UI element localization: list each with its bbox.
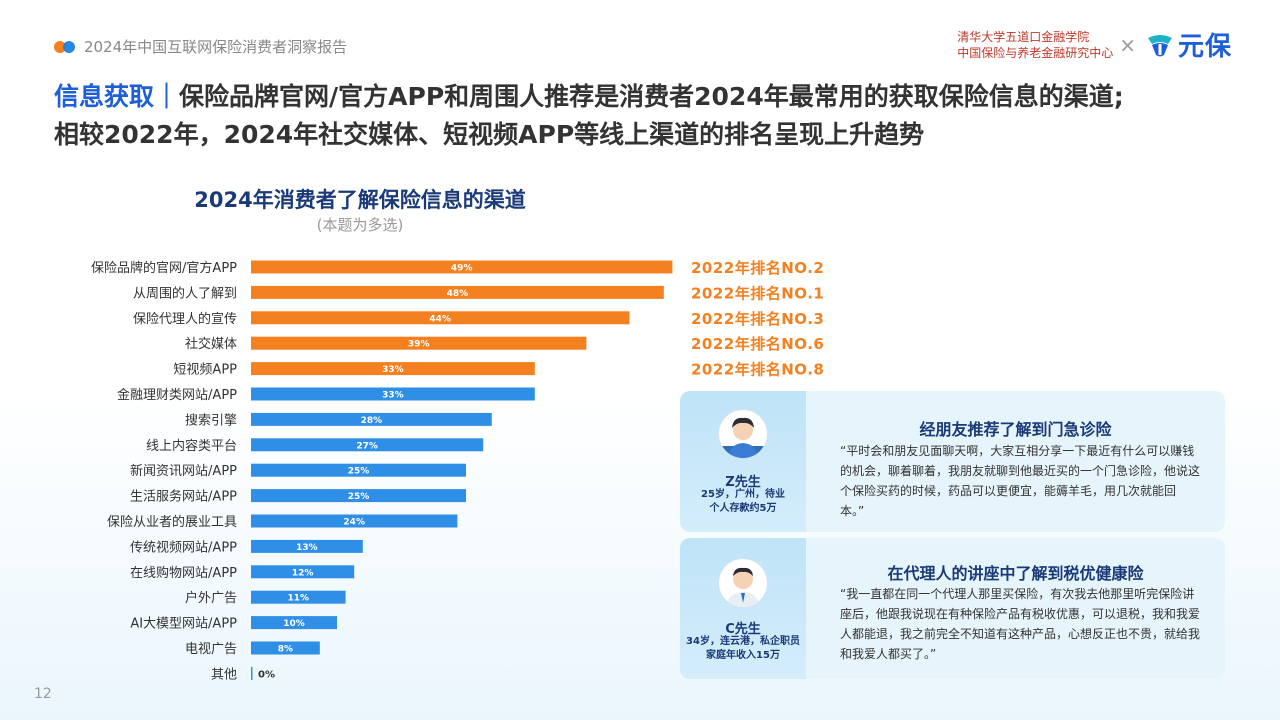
- category-label: 其他: [211, 667, 237, 682]
- institution-line1: 清华大学五道口金融学院: [957, 29, 1090, 44]
- interviewee-info: 个人存款约5万: [709, 503, 777, 514]
- value-label: 48%: [447, 289, 469, 299]
- rank-2022-label: 2022年排名NO.8: [691, 361, 824, 379]
- header-logos: 清华大学五道口金融学院 中国保险与养老金融研究中心 × 元保: [957, 26, 1232, 63]
- rank-2022-label: 2022年排名NO.3: [691, 310, 824, 328]
- bar: [251, 438, 484, 452]
- bar: [251, 666, 253, 680]
- category-label: 线上内容类平台: [146, 438, 237, 454]
- value-label: 24%: [343, 518, 365, 528]
- brand-logo: 元保: [1146, 26, 1232, 63]
- rank-2022-label: 2022年排名NO.6: [691, 335, 824, 353]
- institution-line2: 中国保险与养老金融研究中心: [957, 45, 1114, 60]
- interview-card-2: C先生 34岁，连云港，私企职员 家庭年收入15万 在代理人的讲座中了解到税优健…: [680, 538, 1225, 679]
- bar-chart: 保险品牌的官网/官方APP 49% 从周围的人了解到 48% 保险代理人的宣传 44% 社交…: [91, 259, 824, 682]
- rank-2022-label: 2022年排名NO.2: [691, 259, 824, 277]
- avatar: [718, 558, 768, 608]
- interviewee-name: Z先生: [725, 475, 761, 490]
- category-label: 搜索引擎: [185, 413, 237, 428]
- value-label: 33%: [382, 365, 404, 375]
- bar: [251, 616, 337, 630]
- report-title: 2024年中国互联网保险消费者洞察报告: [84, 38, 348, 56]
- category-label: 生活服务网站/APP: [130, 489, 237, 505]
- interviewee-panel: C先生 34岁，连云港，私企职员 家庭年收入15万: [680, 538, 806, 679]
- category-label: 电视广告: [185, 642, 237, 657]
- interviewee-info: 家庭年收入15万: [706, 650, 780, 661]
- brand-dots-icon: [54, 40, 78, 53]
- brand-name: 元保: [1177, 32, 1232, 62]
- category-label: 短视频APP: [173, 363, 237, 378]
- bar: [251, 514, 458, 528]
- category-label: 保险品牌的官网/官方APP: [91, 260, 237, 276]
- bar: [251, 489, 466, 503]
- bar: [251, 260, 673, 274]
- chart-title: 2024年消费者了解保险信息的渠道: [194, 188, 526, 212]
- category-label: 保险代理人的宣传: [133, 311, 237, 327]
- value-label: 39%: [408, 340, 430, 350]
- value-label: 12%: [292, 568, 314, 578]
- bar: [251, 641, 320, 655]
- value-label: 13%: [296, 543, 318, 553]
- category-label: 新闻资讯网站/APP: [130, 463, 237, 479]
- headline-text1: 保险品牌官网/官方APP和周围人推荐是消费者2024年最常用的获取保险信息的渠道…: [179, 82, 1124, 111]
- page-headline: 信息获取｜保险品牌官网/官方APP和周围人推荐是消费者2024年最常用的获取保险…: [54, 78, 1234, 154]
- interviewee-info: 25岁，广州，待业: [701, 489, 785, 500]
- value-label: 10%: [283, 619, 305, 629]
- card-quote: “平时会和朋友见面聊天啊，大家互相分享一下最近有什么可以赚钱的机会，聊着聊着，我…: [840, 444, 1201, 518]
- bar: [251, 412, 492, 426]
- value-label: 33%: [382, 391, 404, 401]
- report-header: 2024年中国互联网保险消费者洞察报告: [54, 36, 347, 57]
- category-label: 从周围的人了解到: [133, 285, 237, 301]
- bar: [251, 590, 346, 604]
- value-label: 28%: [361, 416, 383, 426]
- collab-times-icon: ×: [1119, 32, 1136, 57]
- value-label: 25%: [348, 492, 370, 502]
- person-avatar-icon: [719, 417, 767, 458]
- yuanbao-logo-icon: [1147, 34, 1172, 56]
- category-label: 金融理财类网站/APP: [117, 387, 237, 403]
- headline-accent: 信息获取｜: [54, 82, 180, 111]
- bar: [251, 336, 587, 350]
- avatar: [718, 409, 768, 459]
- interviewee-name: C先生: [725, 622, 761, 637]
- interviewee-info: 34岁，连云港，私企职员: [686, 636, 800, 647]
- value-label: 8%: [278, 645, 293, 655]
- bar: [251, 387, 535, 401]
- category-label: AI大模型网站/APP: [130, 617, 237, 632]
- chart-subtitle: (本题为多选): [316, 216, 404, 234]
- interview-card-1: Z先生 25岁，广州，待业 个人存款约5万 经朋友推荐了解到门急诊险 “平时会和…: [680, 391, 1225, 532]
- bar: [251, 311, 630, 325]
- value-label: 27%: [356, 441, 378, 451]
- category-label: 传统视频网站/APP: [130, 540, 237, 555]
- category-label: 社交媒体: [185, 336, 237, 352]
- interviewee-panel: Z先生 25岁，广州，待业 个人存款约5万: [680, 391, 806, 532]
- person-avatar-icon: [727, 567, 759, 607]
- page-number: 12: [34, 686, 52, 702]
- card-quote: “我一直都在同一个代理人那里买保险，有次我去他那里听完保险讲座后，他跟我说现在有…: [840, 587, 1201, 661]
- bar: [251, 285, 664, 299]
- card-title: 经朋友推荐了解到门急诊险: [919, 420, 1112, 439]
- value-label: 11%: [288, 594, 310, 604]
- category-label: 保险从业者的展业工具: [107, 514, 237, 530]
- bar: [251, 362, 535, 376]
- card-title: 在代理人的讲座中了解到税优健康险: [887, 564, 1144, 583]
- bar: [251, 565, 355, 579]
- bar: [251, 463, 466, 477]
- value-label: 44%: [429, 314, 451, 324]
- value-label: 49%: [451, 264, 473, 274]
- category-label: 在线购物网站/APP: [130, 565, 237, 581]
- value-label: 25%: [348, 467, 370, 477]
- institution-name: 清华大学五道口金融学院 中国保险与养老金融研究中心: [957, 29, 1113, 61]
- value-label: 0%: [258, 669, 275, 680]
- category-label: 户外广告: [185, 590, 237, 606]
- bar: [251, 539, 363, 553]
- headline-line2: 相较2022年，2024年社交媒体、短视频APP等线上渠道的排名呈现上升趋势: [54, 120, 925, 149]
- rank-2022-label: 2022年排名NO.1: [691, 284, 824, 302]
- headline-line1: 信息获取｜保险品牌官网/官方APP和周围人推荐是消费者2024年最常用的获取保险…: [54, 78, 1234, 116]
